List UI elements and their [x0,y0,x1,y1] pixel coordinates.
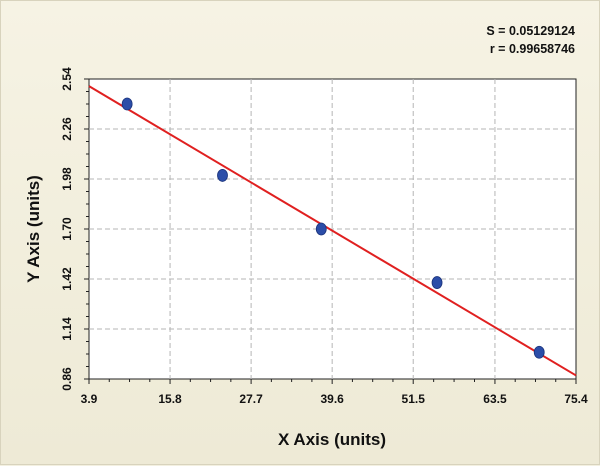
regression-line [88,85,577,377]
y-tick-labels: 0.86 1.14 1.42 1.70 1.98 2.26 2.54 [60,67,74,391]
data-point [533,345,545,359]
stat-r: r = 0.99658746 [490,42,575,56]
y-tick-label: 0.86 [60,367,74,391]
x-tick-label: 3.9 [81,392,98,406]
stat-s: S = 0.05129124 [486,24,575,38]
y-tick-label: 1.98 [60,167,74,191]
data-point [217,169,228,182]
x-tick-label: 39.6 [320,392,344,406]
data-point [121,97,133,111]
x-tick-label: 51.5 [402,392,426,406]
x-axis-title: X Axis (units) [278,430,386,449]
y-tick-label: 1.70 [60,217,74,241]
y-tick-label: 1.42 [60,267,74,291]
x-tick-label: 27.7 [239,392,263,406]
x-tick-label: 75.4 [564,392,588,406]
y-tick-label: 2.26 [60,117,74,141]
y-tick-label: 2.54 [60,67,74,91]
x-tick-label: 15.8 [158,392,182,406]
data-points [121,97,545,359]
x-tick-labels: 3.9 15.8 27.7 39.6 51.5 63.5 75.4 [81,392,588,406]
data-point [431,276,443,289]
grid [89,79,576,379]
y-tick-label: 1.14 [60,317,74,341]
x-tick-label: 63.5 [483,392,507,406]
data-point [315,222,327,236]
y-axis-title: Y Axis (units) [24,175,43,283]
tick-marks [84,78,577,384]
